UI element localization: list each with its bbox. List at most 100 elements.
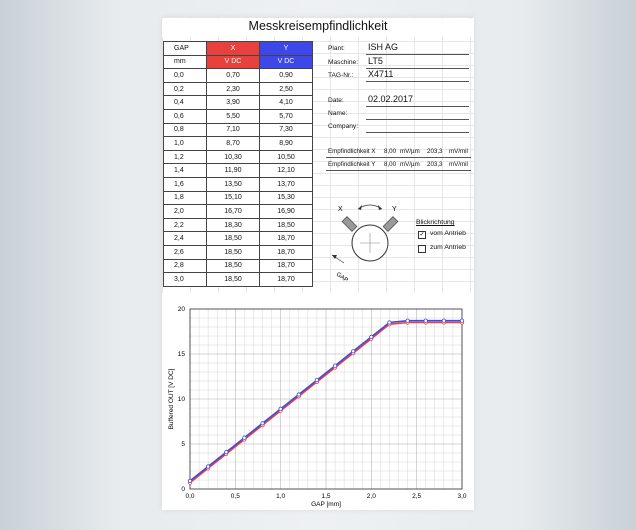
probe-x-label: X <box>338 206 343 213</box>
cell-x: 5,50 <box>206 108 260 124</box>
zum-antrieb-checkbox[interactable] <box>418 245 426 253</box>
chart-plot-frame <box>189 308 463 490</box>
vom-antrieb-checkbox[interactable]: ✓ <box>418 231 426 239</box>
name-label: Name: <box>328 110 348 117</box>
rotation-arrow-back-icon <box>358 205 362 210</box>
name-underline <box>366 119 469 120</box>
cell-x: 18,50 <box>206 231 260 246</box>
chart-x-axis-label: GAP [mm] <box>311 501 341 508</box>
sensitivity-x-underline <box>326 157 471 158</box>
tag-value[interactable]: X4711 <box>368 69 394 79</box>
cell-y: 10,50 <box>259 149 313 165</box>
sensitivity-y-unit2: mV/mil <box>449 161 468 168</box>
sheet-title: Messkreisempfindlichkeit <box>162 19 474 37</box>
unit-x: V DC <box>206 54 260 70</box>
chart-y-ticks: 0 5 10 15 20 <box>178 306 186 493</box>
probe-y-shape <box>382 216 399 232</box>
table-row: 2,0 16,70 16,90 <box>163 204 313 219</box>
y-tick-label: 5 <box>181 441 185 448</box>
cell-x: 0,70 <box>206 68 260 83</box>
cell-gap: 1,4 <box>163 163 207 178</box>
sensitivity-y-unit: mV/µm <box>400 161 420 168</box>
report-sheet: Messkreisempfindlichkeit GAP X Y mm V DC… <box>162 17 474 510</box>
data-point-y <box>369 334 374 340</box>
cell-y: 8,90 <box>259 136 313 151</box>
sensitivity-x-value: 8,00 <box>384 148 397 155</box>
cell-y: 2,50 <box>259 81 313 97</box>
data-point-y <box>332 363 338 368</box>
x-tick-label: 3,0 <box>457 493 466 500</box>
date-value[interactable]: 02.02.2017 <box>368 94 414 104</box>
data-point-y <box>260 421 265 426</box>
cell-y: 18,70 <box>259 231 313 246</box>
sensitivity-x-unit2: mV/mil <box>449 148 468 155</box>
y-tick-label: 0 <box>181 486 185 493</box>
date-underline <box>366 106 469 107</box>
table-row: 3,0 18,50 18,70 <box>163 272 313 287</box>
sensitivity-y-value: 8,00 <box>384 161 397 168</box>
sensitivity-y-underline <box>326 170 471 171</box>
table-row: 1,0 8,70 8,90 <box>163 136 313 151</box>
cell-gap: 2,4 <box>163 231 207 246</box>
cell-gap: 0,4 <box>163 95 207 110</box>
machine-value[interactable]: LT5 <box>368 56 383 66</box>
cell-gap: 0,6 <box>163 108 207 124</box>
company-underline <box>366 132 469 133</box>
cell-gap: 2,2 <box>163 217 207 233</box>
direction-title: Blickrichtung <box>416 219 455 226</box>
table-row: 0,8 7,10 7,30 <box>163 122 313 138</box>
cell-x: 18,50 <box>206 258 260 274</box>
table-row: 1,6 13,50 13,70 <box>163 176 313 192</box>
cell-gap: 0,0 <box>163 68 207 83</box>
cell-y: 4,10 <box>259 95 313 110</box>
probe-x-shape <box>341 216 358 232</box>
data-point-y <box>405 318 410 323</box>
vom-antrieb-label: vom Antrieb <box>430 230 466 237</box>
x-tick-label: 0,5 <box>231 493 240 500</box>
cell-y: 12,10 <box>259 163 313 178</box>
table-row: 2,4 18,50 18,70 <box>163 231 313 246</box>
cell-y: 16,90 <box>259 204 313 219</box>
cell-x: 18,50 <box>206 272 260 287</box>
cell-gap: 3,0 <box>163 272 207 287</box>
plant-label: Plant: <box>328 45 345 52</box>
cell-y: 0,90 <box>259 68 313 83</box>
gap-label: GAP <box>335 272 349 281</box>
tag-underline <box>366 81 469 82</box>
company-label: Company: <box>328 123 359 130</box>
chart-x-ticks: 0,0 0,5 1,0 1,5 2,0 2,5 3,0 <box>185 493 466 500</box>
cell-x: 3,90 <box>206 95 260 110</box>
chart-series <box>187 318 465 485</box>
y-tick-label: 15 <box>178 351 186 358</box>
cell-gap: 2,8 <box>163 258 207 274</box>
cell-y: 18,70 <box>259 244 313 260</box>
cell-x: 10,30 <box>206 149 260 165</box>
cell-gap: 0,8 <box>163 122 207 138</box>
cell-x: 13,50 <box>206 176 260 192</box>
cell-y: 18,70 <box>259 258 313 274</box>
x-tick-label: 2,0 <box>367 493 376 500</box>
cell-x: 2,30 <box>206 81 260 97</box>
data-point-y <box>423 318 428 323</box>
data-point-y <box>224 450 229 455</box>
plant-value[interactable]: ISH AG <box>368 42 399 52</box>
machine-underline <box>366 68 469 69</box>
x-tick-label: 1,5 <box>321 493 330 500</box>
unit-gap: mm <box>163 54 207 70</box>
data-point-y <box>387 320 392 325</box>
table-row: 2,8 18,50 18,70 <box>163 258 313 274</box>
cell-gap: 1,6 <box>163 176 207 192</box>
tag-label: TAG-Nr.: <box>328 72 354 79</box>
header-y: Y <box>259 41 313 56</box>
data-point-y <box>441 318 446 323</box>
x-tick-label: 1,0 <box>276 493 285 500</box>
table-row: 0,2 2,30 2,50 <box>163 81 313 97</box>
cell-y: 15,30 <box>259 190 313 206</box>
cell-y: 7,30 <box>259 122 313 138</box>
table-row: 1,8 15,10 15,30 <box>163 190 313 206</box>
cell-x: 7,10 <box>206 122 260 138</box>
date-label: Date: <box>328 97 344 104</box>
cell-gap: 1,2 <box>163 149 207 165</box>
sensitivity-x-label: Empfindlichkeit X <box>328 148 376 155</box>
y-tick-label: 20 <box>178 306 186 313</box>
